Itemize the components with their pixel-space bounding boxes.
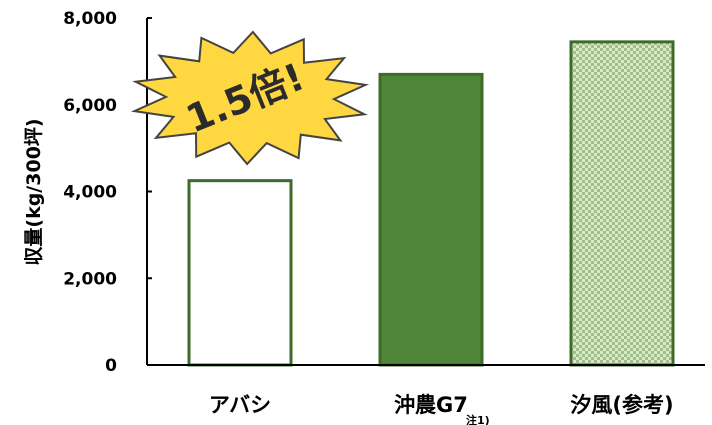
- burst-annotation: 1.5倍!: [130, 30, 370, 166]
- bars-group: [187, 40, 675, 367]
- bar-2: [378, 72, 484, 367]
- starburst-shape: [130, 30, 370, 166]
- category-footnote-marker: 注1): [466, 413, 490, 425]
- x-labels-group: アバシ 沖農G7 汐風(参考) 注1): [209, 393, 674, 425]
- x-category-label: アバシ: [209, 393, 271, 417]
- y-ticks-group: 0 2,000 4,000 6,000 8,000: [63, 9, 152, 376]
- x-category-label: 汐風(参考): [570, 393, 673, 417]
- bar-1: [187, 179, 293, 367]
- y-tick-label: 6,000: [63, 96, 117, 116]
- y-axis-label: 収量(kg/300坪): [23, 118, 45, 265]
- y-tick-label: 8,000: [63, 9, 117, 29]
- x-category-label: 沖農G7: [394, 393, 468, 417]
- y-tick-label: 2,000: [63, 269, 117, 289]
- y-tick-label: 4,000: [63, 183, 117, 203]
- bar-3: [569, 40, 675, 367]
- y-tick-label: 0: [105, 356, 117, 376]
